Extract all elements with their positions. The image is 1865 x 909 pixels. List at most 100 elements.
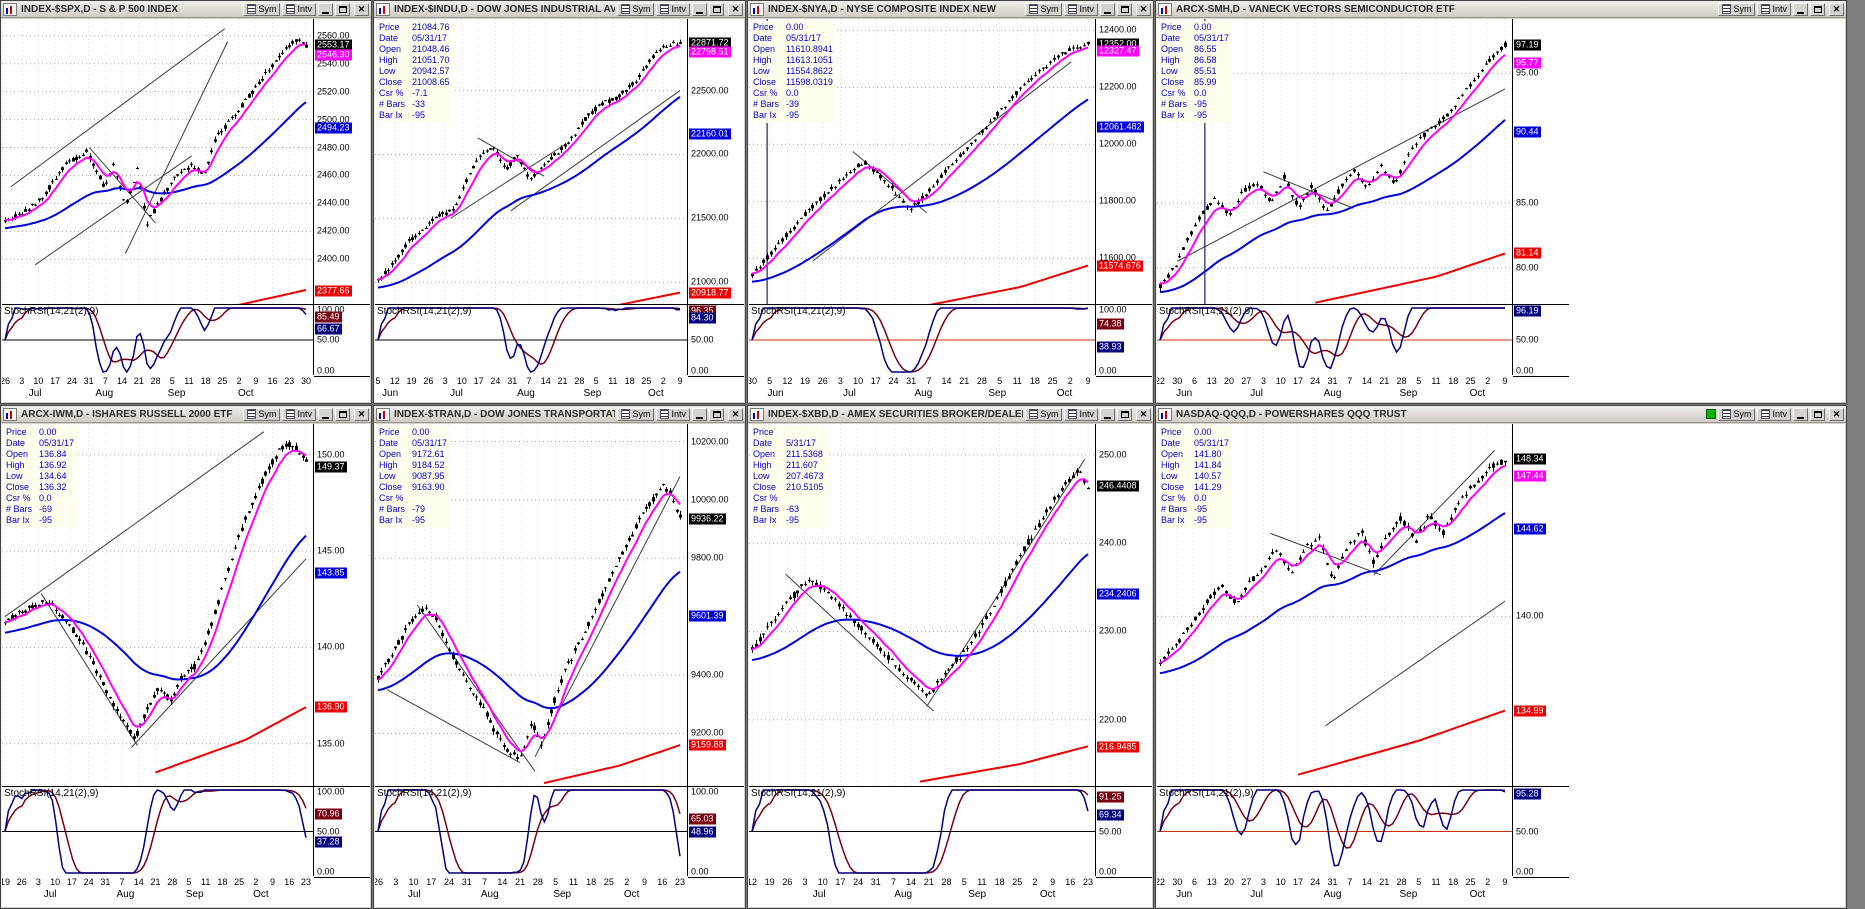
date-tick: 9 — [677, 376, 683, 386]
stoch-plot-area[interactable] — [375, 787, 688, 877]
price-box-label: 148.34 — [1514, 453, 1546, 465]
date-tick: 23 — [300, 877, 312, 887]
month-label: Jun — [1176, 388, 1193, 399]
info-row: Bar Ix -95 — [1161, 515, 1208, 525]
maximize-button[interactable] — [1117, 407, 1132, 421]
minimize-button[interactable] — [1100, 407, 1115, 421]
price-plot-area[interactable] — [749, 19, 1096, 304]
maximize-button[interactable] — [709, 407, 724, 421]
close-icon: ✕ — [357, 3, 366, 14]
minimize-button[interactable] — [692, 2, 707, 16]
stoch-gridline-label: 0.00 — [1099, 365, 1117, 376]
stoch-chart-canvas — [2, 789, 313, 874]
info-row: Close 85.99 — [1161, 77, 1217, 87]
stoch-plot-area[interactable] — [375, 305, 688, 376]
window-titlebar[interactable]: ARCX-SMH,D - VANECK VECTORS SEMICONDUCTO… — [1156, 1, 1846, 18]
stoch-plot-area[interactable] — [2, 787, 314, 877]
date-tick: 2 — [1485, 376, 1491, 386]
close-button[interactable]: ✕ — [354, 2, 369, 16]
date-ticks: 22 30 6 13 20 27 3 10 17 24 31 7 14 21 28 5 11 18 25 2 9 — [1157, 877, 1513, 888]
maximize-button[interactable] — [1810, 407, 1825, 421]
minimize-button[interactable] — [318, 2, 333, 16]
maximize-button[interactable] — [335, 2, 350, 16]
minimize-button[interactable] — [692, 407, 707, 421]
date-tick: 14 — [540, 376, 551, 386]
window-titlebar[interactable]: ARCX-IWM,D - ISHARES RUSSELL 2000 ETF Sy… — [1, 406, 371, 423]
intv-button-label: Intv — [297, 409, 312, 419]
stoch-plot-area[interactable] — [749, 787, 1096, 877]
window-titlebar[interactable]: INDEX-$INDU,D - DOW JONES INDUSTRIAL AVE… — [374, 1, 745, 18]
maximize-icon — [1813, 5, 1822, 13]
price-plot-area[interactable] — [375, 424, 688, 786]
time-axis: 22 30 6 13 20 27 3 10 17 24 31 7 14 21 28 5 11 18 25 2 9 Jun… — [1157, 876, 1513, 907]
window-titlebar[interactable]: INDEX-$NYA,D - NYSE COMPOSITE INDEX NEW … — [748, 1, 1153, 18]
sym-button[interactable]: Sym — [1718, 407, 1756, 421]
month-label: Jul — [1250, 388, 1263, 399]
price-plot-area[interactable] — [2, 19, 314, 304]
intv-button[interactable]: Intv — [1064, 407, 1098, 421]
price-plot-area[interactable] — [375, 19, 688, 304]
close-button[interactable]: ✕ — [1136, 407, 1151, 421]
date-tick: 18 — [1448, 376, 1459, 386]
date-tick: 5 — [186, 877, 192, 887]
stoch-gridline-label: 0.00 — [317, 365, 335, 376]
stoch-chart-canvas — [1157, 789, 1512, 867]
intv-button[interactable]: Intv — [656, 2, 690, 16]
close-button[interactable]: ✕ — [1829, 407, 1844, 421]
sym-button[interactable]: Sym — [243, 2, 281, 16]
date-ticks: 26 3 10 17 24 31 7 14 21 28 5 11 18 25 2 9 16 23 30 — [2, 376, 314, 387]
close-button[interactable]: ✕ — [354, 407, 369, 421]
maximize-button[interactable] — [1117, 2, 1132, 16]
minimize-button[interactable] — [1793, 407, 1808, 421]
maximize-button[interactable] — [335, 407, 350, 421]
stoch-plot-area[interactable] — [2, 305, 314, 376]
intv-button[interactable]: Intv — [282, 407, 316, 421]
date-tick: 14 — [497, 877, 508, 887]
info-row: Low 9087.95 — [379, 471, 445, 481]
intv-button[interactable]: Intv — [1064, 2, 1098, 16]
minimize-button[interactable] — [1793, 2, 1808, 16]
stoch-box-label: 48.96 — [689, 826, 716, 838]
sym-button[interactable]: Sym — [1025, 407, 1063, 421]
info-row: Date 5/31/17 — [753, 438, 817, 448]
minimize-button[interactable] — [1100, 2, 1115, 16]
date-tick: 18 — [994, 877, 1005, 887]
date-ticks: 26 3 10 17 24 31 7 14 21 28 5 11 18 25 2 9 16 23 — [375, 877, 688, 888]
chart-window-spx: INDEX-$SPX,D - S & P 500 INDEX Sym Intv … — [0, 0, 372, 404]
intv-button[interactable]: Intv — [1757, 407, 1791, 421]
maximize-button[interactable] — [1810, 2, 1825, 16]
price-box-label: 9159.88 — [689, 739, 726, 751]
window-titlebar[interactable]: INDEX-$XBD,D - AMEX SECURITIES BROKER/DE… — [748, 406, 1153, 423]
info-row: Low 20942.57 — [379, 66, 450, 76]
maximize-button[interactable] — [709, 2, 724, 16]
stoch-plot-area[interactable] — [1157, 305, 1513, 376]
close-button[interactable]: ✕ — [1829, 2, 1844, 16]
stoch-plot-area[interactable] — [749, 305, 1096, 376]
window-titlebar[interactable]: NASDAQ-QQQ,D - POWERSHARES QQQ TRUST Sym… — [1156, 406, 1846, 423]
sym-button[interactable]: Sym — [243, 407, 281, 421]
close-button[interactable]: ✕ — [1136, 2, 1151, 16]
sym-button[interactable]: Sym — [1025, 2, 1063, 16]
stoch-gridline-label: 50.00 — [1516, 334, 1539, 345]
intv-button[interactable]: Intv — [282, 2, 316, 16]
sym-button[interactable]: Sym — [617, 407, 655, 421]
sym-button[interactable]: Sym — [1718, 2, 1756, 16]
price-gridline-label: 21500.00 — [691, 212, 729, 223]
sym-icon — [1029, 4, 1039, 14]
window-titlebar[interactable]: INDEX-$SPX,D - S & P 500 INDEX Sym Intv … — [1, 1, 371, 18]
date-tick: 24 — [66, 376, 77, 386]
date-tick: 25 — [603, 877, 614, 887]
minimize-button[interactable] — [318, 407, 333, 421]
window-titlebar[interactable]: INDEX-$TRAN,D - DOW JONES TRANSPORTATION… — [374, 406, 745, 423]
info-row: Open 86.55 — [1161, 44, 1217, 54]
sym-button[interactable]: Sym — [617, 2, 655, 16]
info-row: Csr % 0.0 — [753, 88, 799, 98]
stoch-plot-area[interactable] — [1157, 787, 1513, 877]
intv-icon — [1761, 409, 1771, 419]
price-gridline-label: 9400.00 — [691, 669, 724, 680]
close-button[interactable]: ✕ — [728, 407, 743, 421]
close-button[interactable]: ✕ — [728, 2, 743, 16]
date-tick: 31 — [83, 376, 94, 386]
intv-button[interactable]: Intv — [656, 407, 690, 421]
intv-button[interactable]: Intv — [1757, 2, 1791, 16]
